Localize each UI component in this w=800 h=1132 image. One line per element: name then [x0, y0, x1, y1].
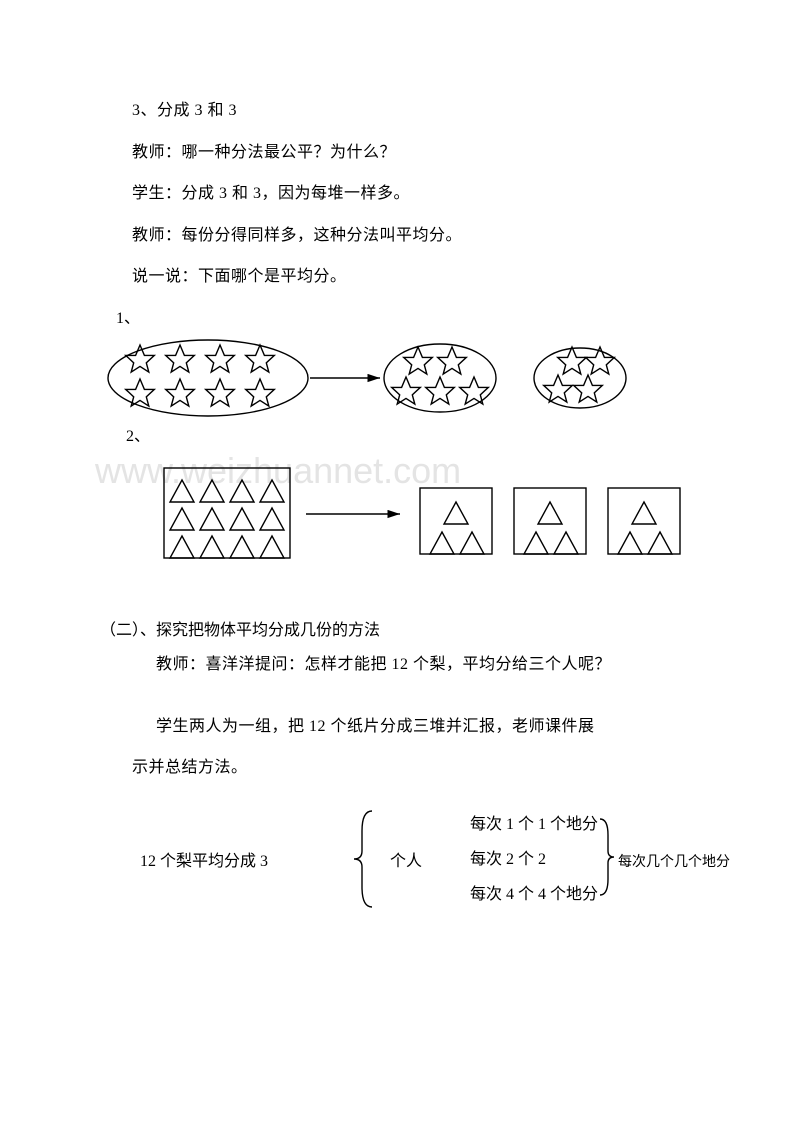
- text-line-1: 3、分成 3 和 3: [100, 90, 700, 132]
- section2-heading: （二）、探究把物体平均分成几份的方法: [100, 616, 700, 640]
- brace-right-label: 每次几个几个地分: [618, 851, 730, 871]
- section2-line1: 教师：喜洋洋提问：怎样才能把 12 个梨，平均分给三个人呢？: [100, 644, 700, 686]
- brace-option-1: 每次 1 个 1 个地分: [470, 807, 598, 842]
- brace-options: 每次 1 个 1 个地分 每次 2 个 2 每次 4 个 4 个地分: [470, 807, 598, 913]
- diagram-stars: [100, 328, 700, 432]
- section2-line2: 学生两人为一组，把 12 个纸片分成三堆并汇报，老师课件展: [100, 706, 700, 748]
- text-line-2: 教师：哪一种分法最公平？为什么？: [100, 132, 700, 174]
- text-line-5: 说一说：下面哪个是平均分。: [100, 256, 700, 298]
- section2-line3: 示并总结方法。: [100, 747, 700, 789]
- diagram1-label: 1、: [100, 304, 700, 328]
- brace-option-2: 每次 2 个 2: [470, 842, 598, 877]
- diagram-triangles: 2、: [126, 462, 700, 566]
- brace-diagram: 12 个梨平均分成 3 个人 每次 1 个 1 个地分 每次 2 个 2 每次 …: [140, 801, 740, 921]
- text-line-4: 教师：每份分得同样多，这种分法叫平均分。: [100, 215, 700, 257]
- document-content: 3、分成 3 和 3 教师：哪一种分法最公平？为什么？ 学生：分成 3 和 3，…: [100, 90, 700, 921]
- brace-center-label: 个人: [390, 847, 422, 871]
- brace-option-3: 每次 4 个 4 个地分: [470, 877, 598, 912]
- text-line-3: 学生：分成 3 和 3，因为每堆一样多。: [100, 173, 700, 215]
- diagram2-label: 2、: [126, 428, 150, 445]
